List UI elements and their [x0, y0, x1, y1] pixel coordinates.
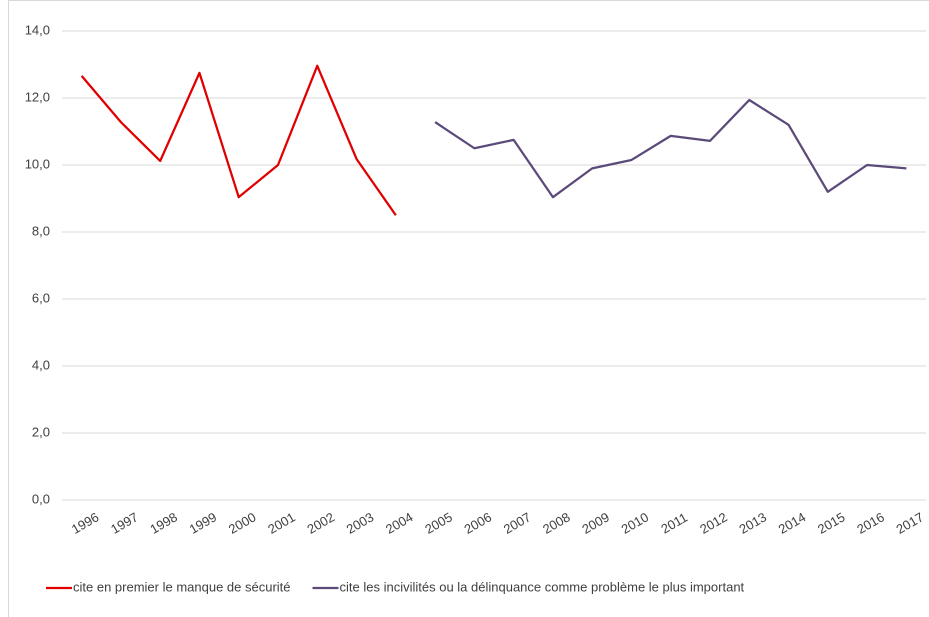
y-tick-label: 6,0: [32, 290, 50, 305]
y-tick-label: 14,0: [25, 22, 50, 37]
x-tick-label: 2003: [344, 509, 377, 536]
x-tick-label: 1999: [187, 509, 220, 536]
chart-frame: [8, 0, 929, 617]
legend-label: cite les incivilités ou la délinquance c…: [340, 579, 745, 594]
x-tick-label: 2007: [501, 509, 534, 536]
x-tick-label: 2000: [226, 509, 259, 536]
y-tick-label: 4,0: [32, 357, 50, 372]
y-tick-label: 8,0: [32, 223, 50, 238]
x-tick-label: 2012: [697, 509, 730, 536]
y-tick-label: 0,0: [32, 491, 50, 506]
legend-label: cite en premier le manque de sécurité: [73, 579, 291, 594]
x-tick-label: 2004: [383, 509, 416, 536]
x-tick-label: 2010: [619, 509, 652, 536]
x-tick-label: 2001: [265, 509, 298, 536]
y-tick-label: 12,0: [25, 89, 50, 104]
line-series: [80, 64, 397, 216]
x-tick-label: 2014: [776, 509, 809, 536]
x-tick-label: 2005: [422, 509, 455, 536]
x-tick-label: 2013: [736, 509, 769, 536]
y-tick-label: 10,0: [25, 156, 50, 171]
x-tick-label: 2011: [658, 510, 690, 537]
line-series: [434, 98, 907, 199]
x-tick-label: 2008: [540, 509, 573, 536]
x-tick-label: 2015: [815, 509, 848, 536]
x-tick-label: 2006: [462, 509, 495, 536]
x-tick-label: 1996: [69, 509, 102, 536]
x-tick-label: 2002: [304, 509, 337, 536]
x-tick-label: 2017: [894, 509, 927, 536]
x-tick-label: 1997: [108, 509, 141, 536]
x-tick-label: 2009: [579, 509, 612, 536]
x-tick-label: 1998: [147, 509, 180, 536]
x-tick-label: 2016: [854, 509, 887, 536]
y-tick-label: 2,0: [32, 424, 50, 439]
